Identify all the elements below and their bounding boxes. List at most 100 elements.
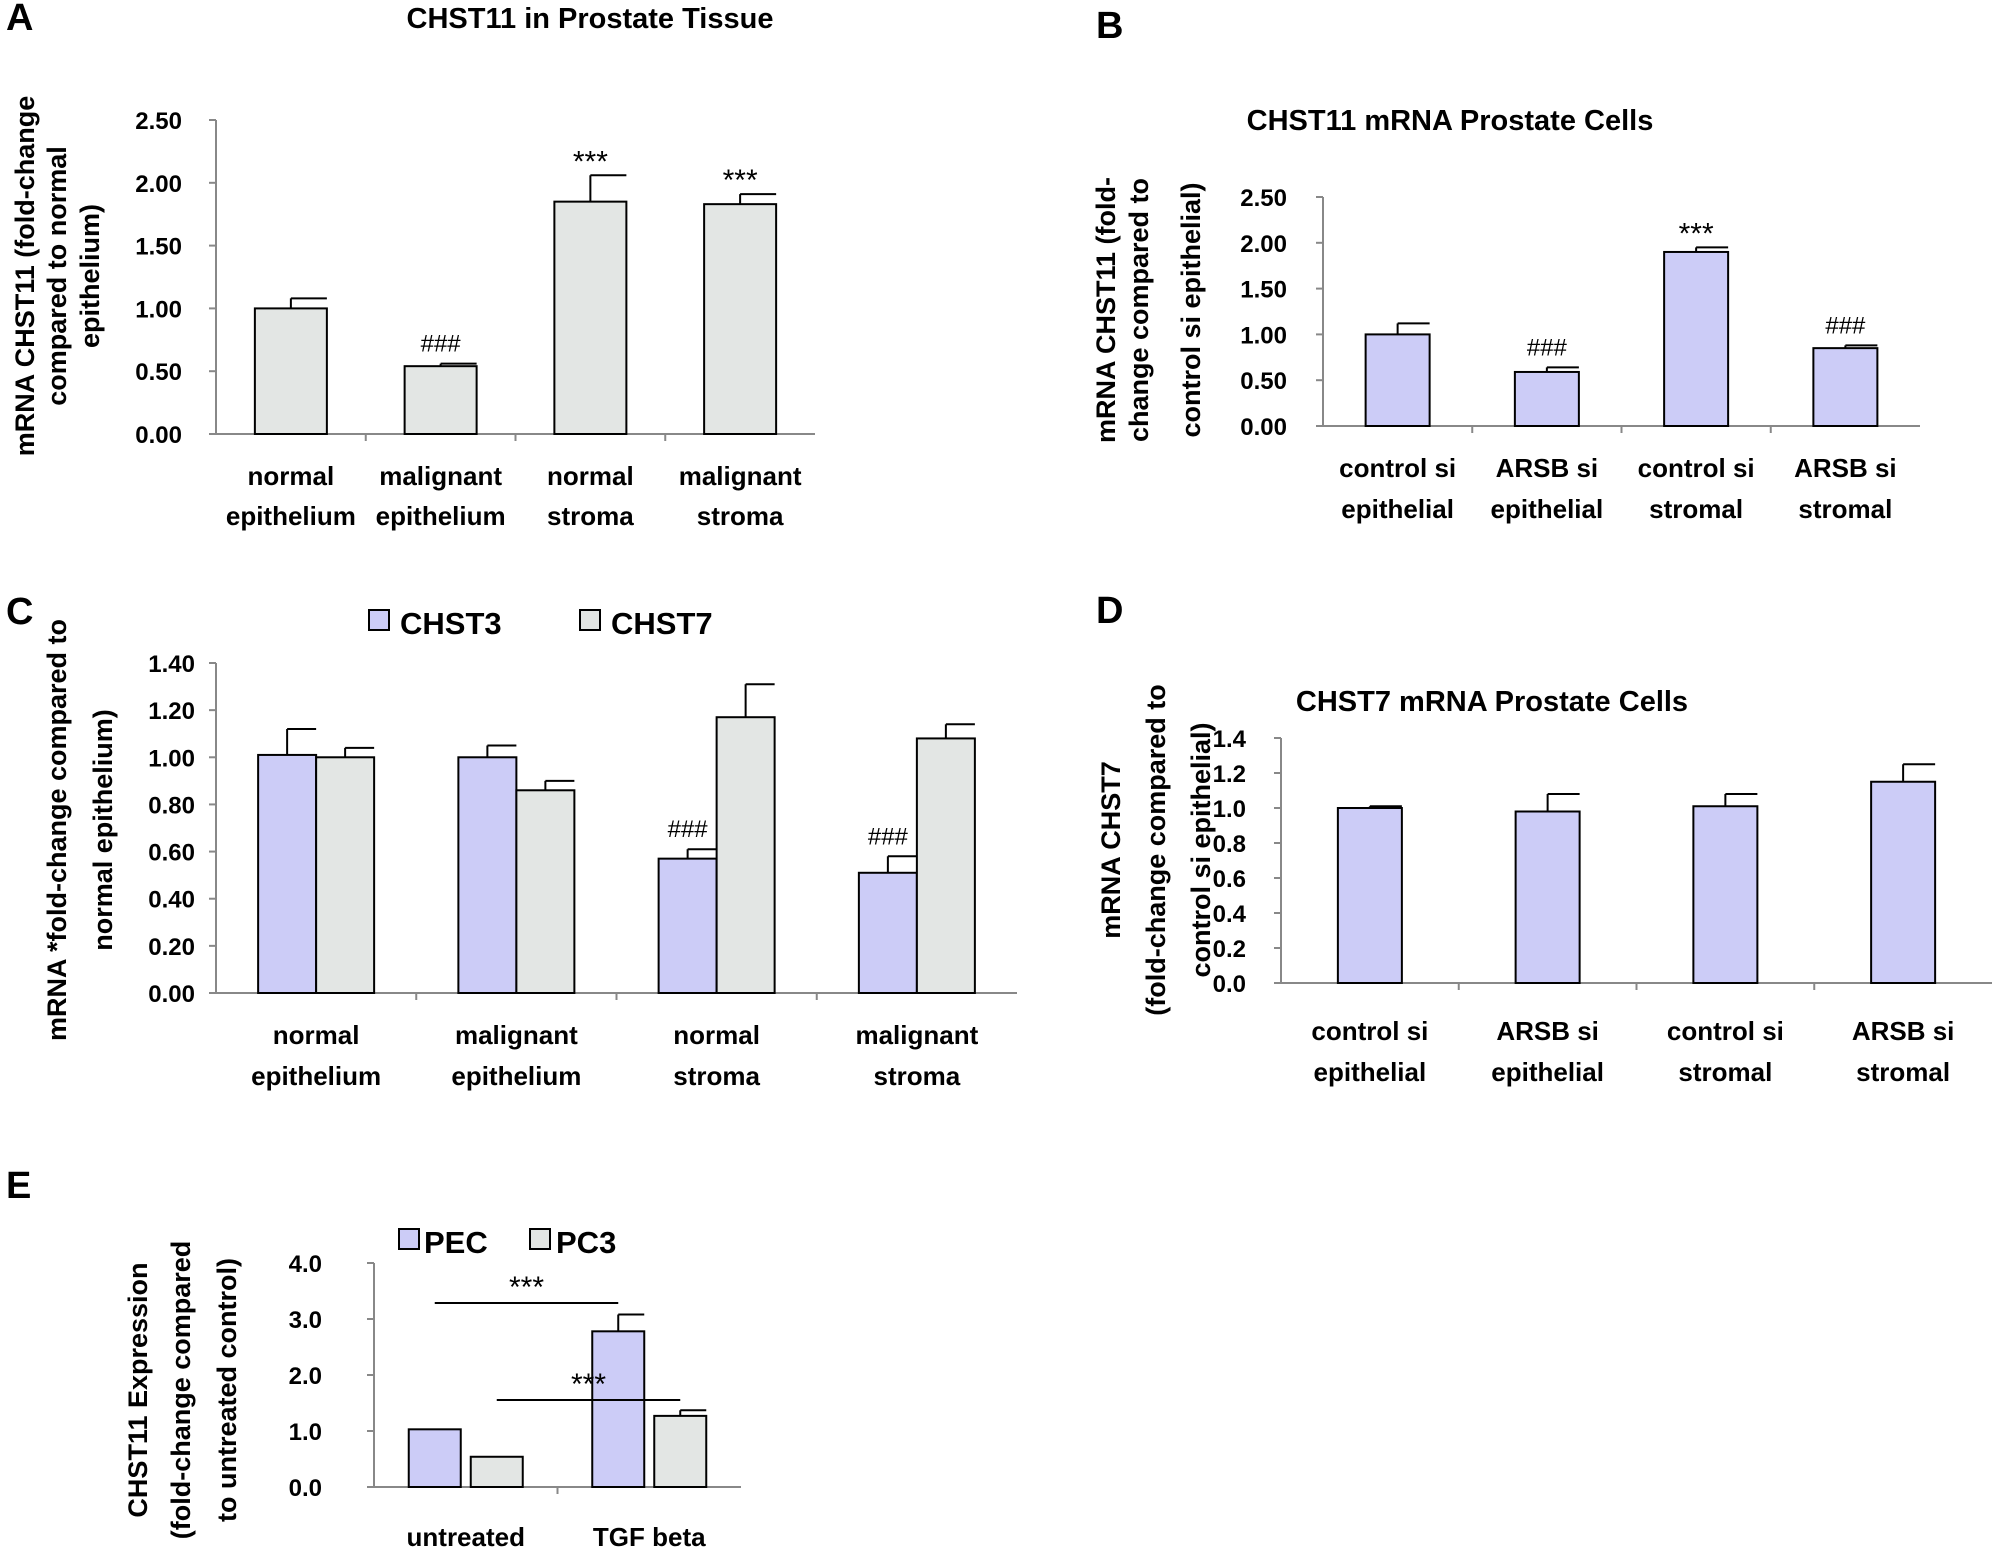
chart-panel-d: D CHST7 mRNA Prostate Cells 0.0 0.2 0.4 0.6 0.… — [1096, 590, 1992, 1087]
chart-panel-e: E 0.0 1.0 2.0 3.0 4.0 untreated TGF beta PEC PC3 *… — [6, 1165, 741, 1552]
y-axis-label: mRNA CHST11 (fold- — [1091, 177, 1121, 443]
panel-letter: D — [1096, 590, 1123, 632]
x-tick-label: epithelium — [226, 501, 356, 531]
y-tick-label: 0.50 — [135, 359, 182, 386]
panel-letter: C — [6, 591, 33, 633]
y-axis-label: to untreated control) — [212, 1258, 242, 1522]
significance-label: ### — [868, 823, 909, 850]
legend-label: PEC — [424, 1225, 488, 1260]
y-tick-label: 1.0 — [1213, 796, 1246, 823]
x-tick-label: ARSB si — [1852, 1016, 1955, 1046]
y-tick-label: 2.50 — [1240, 185, 1287, 212]
bar — [1514, 810, 1581, 984]
x-tick-label: stroma — [874, 1061, 961, 1091]
bar — [1692, 805, 1759, 984]
chart-panel-a: A CHST11 in Prostate Tissue 0.00 0.50 1.00 1.… — [6, 0, 815, 531]
x-tick-label: control si — [1339, 453, 1456, 483]
x-tick-label: malignant — [455, 1020, 578, 1050]
bar — [653, 1414, 708, 1489]
y-axis-label: (fold-change compared — [166, 1241, 196, 1540]
y-axis-label: mRNA CHST11 (fold-change — [10, 96, 40, 457]
x-tick-label: epithelial — [1491, 1057, 1604, 1087]
significance-label: *** — [723, 164, 758, 197]
bar — [469, 1455, 524, 1489]
x-tick-label: ARSB si — [1794, 453, 1897, 483]
bar — [915, 737, 976, 995]
x-tick-label: epithelium — [376, 501, 506, 531]
legend-label: PC3 — [556, 1225, 616, 1260]
bar — [657, 857, 718, 995]
y-tick-label: 2.0 — [289, 1363, 322, 1390]
x-tick-label: stroma — [697, 501, 784, 531]
x-tick-label: normal — [673, 1020, 760, 1050]
significance-label: *** — [573, 145, 608, 178]
y-axis-label: mRNA *fold-change compared to — [42, 619, 72, 1041]
y-tick-label: 0.0 — [289, 1475, 322, 1502]
x-tick-label: TGF beta — [593, 1522, 706, 1552]
x-tick-label: stromal — [1856, 1057, 1950, 1087]
x-tick-label: stroma — [547, 501, 634, 531]
y-tick-label: 1.00 — [135, 296, 182, 323]
x-tick-label: untreated — [407, 1522, 525, 1552]
significance-label: *** — [571, 1368, 606, 1401]
bar — [515, 789, 576, 994]
chart-title: CHST11 mRNA Prostate Cells — [1247, 105, 1654, 137]
y-axis-label: CHST11 Expression — [123, 1262, 153, 1517]
y-axis-label: compared to normal — [42, 146, 72, 406]
bar — [315, 756, 376, 994]
y-tick-label: 1.4 — [1213, 726, 1247, 753]
bar — [591, 1330, 646, 1488]
legend-label: CHST7 — [611, 606, 713, 641]
y-tick-label: 0.00 — [1240, 414, 1287, 441]
bar — [1663, 250, 1730, 427]
chart-panel-b: B CHST11 mRNA Prostate Cells 0.00 0.50 1.00 1… — [1091, 5, 1920, 524]
x-tick-label: normal — [273, 1020, 360, 1050]
y-tick-label: 0.6 — [1213, 866, 1246, 893]
x-tick-label: control si — [1311, 1016, 1428, 1046]
legend-swatch — [398, 1228, 420, 1250]
x-tick-label: malignant — [679, 461, 802, 491]
y-tick-label: 0.80 — [148, 792, 195, 819]
x-tick-label: malignant — [855, 1020, 978, 1050]
y-tick-label: 0.0 — [1213, 971, 1246, 998]
significance-label: ### — [1825, 312, 1866, 339]
x-tick-label: ARSB si — [1496, 1016, 1599, 1046]
legend-swatch — [579, 609, 601, 631]
legend-swatch — [529, 1228, 551, 1250]
chart-panel-c: C 0.00 0.20 0.40 0.60 0.80 1.00 1.20 1.40 normal e… — [6, 591, 1017, 1091]
x-tick-label: stroma — [673, 1061, 760, 1091]
y-tick-label: 1.20 — [148, 698, 195, 725]
x-tick-label: normal — [547, 461, 634, 491]
y-tick-label: 0.50 — [1240, 368, 1287, 395]
y-tick-label: 1.00 — [1240, 322, 1287, 349]
x-tick-label: epithelial — [1341, 494, 1454, 524]
x-tick-label: normal — [248, 461, 335, 491]
bar — [715, 716, 776, 994]
y-tick-label: 1.2 — [1213, 761, 1246, 788]
y-tick-label: 0.00 — [148, 981, 195, 1008]
y-tick-label: 1.0 — [289, 1419, 322, 1446]
y-tick-label: 0.8 — [1213, 831, 1246, 858]
bar — [257, 753, 318, 995]
x-tick-label: ARSB si — [1496, 453, 1599, 483]
panel-letter: E — [6, 1165, 31, 1207]
significance-label: *** — [1679, 217, 1714, 250]
y-tick-label: 0.20 — [148, 934, 195, 961]
legend-label: CHST3 — [400, 606, 502, 641]
y-tick-label: 0.4 — [1213, 901, 1247, 928]
bar — [1870, 780, 1937, 984]
x-tick-label: epithelium — [251, 1061, 381, 1091]
significance-label: ### — [668, 816, 709, 843]
x-tick-label: control si — [1667, 1016, 1784, 1046]
y-tick-label: 0.40 — [148, 887, 195, 914]
bar — [457, 756, 518, 994]
y-tick-label: 1.40 — [148, 651, 195, 678]
y-axis-label: epithelium) — [75, 204, 105, 348]
x-tick-label: epithelium — [451, 1061, 581, 1091]
y-tick-label: 3.0 — [289, 1307, 322, 1334]
y-tick-label: 2.50 — [135, 108, 182, 135]
bar — [253, 307, 328, 435]
bar — [1812, 347, 1879, 428]
y-tick-label: 0.2 — [1213, 936, 1246, 963]
